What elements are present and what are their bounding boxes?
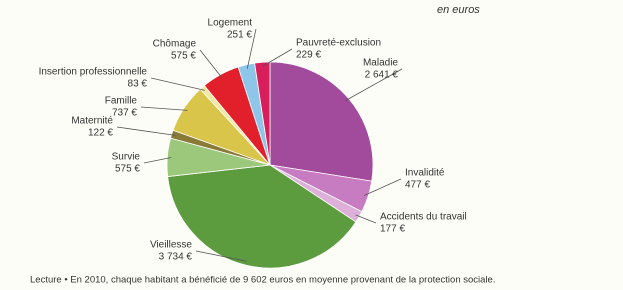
slice-value-label: 575 € — [115, 164, 140, 175]
slice-label: Survie — [112, 152, 141, 163]
slice-label: Vieillesse — [150, 240, 192, 251]
slice-value-label: 83 € — [128, 79, 148, 90]
pie-slice — [269, 61, 374, 182]
slice-label: Invalidité — [405, 168, 445, 179]
pie-slice — [167, 164, 357, 269]
slice-value-label: 229 € — [296, 50, 321, 61]
slice-label: Maternité — [71, 116, 113, 127]
leader-line — [195, 250, 247, 262]
slice-label: Insertion professionnelle — [39, 67, 148, 78]
chart-note: Lecture • En 2010, chaque habitant a bén… — [30, 275, 495, 286]
leader-line — [143, 157, 172, 164]
slice-value-label: 177 € — [380, 224, 405, 235]
leader-line — [199, 49, 223, 79]
slice-label: Logement — [208, 18, 253, 29]
slice-label: Pauvreté-exclusion — [296, 38, 381, 49]
slice-label: Chômage — [153, 39, 197, 50]
leader-line — [345, 68, 403, 102]
leader-line — [116, 126, 176, 136]
slice-value-label: 3 734 € — [159, 252, 193, 263]
leader-line — [140, 106, 188, 111]
slice-value-label: 737 € — [112, 108, 137, 119]
leader-line — [364, 178, 402, 196]
leader-line — [150, 77, 205, 91]
slice-value-label: 2 641 € — [365, 70, 399, 81]
slice-label: Famille — [105, 96, 138, 107]
slice-value-label: 122 € — [88, 128, 113, 139]
leader-line — [246, 28, 257, 69]
slice-label: Maladie — [363, 58, 398, 69]
leader-line — [355, 214, 377, 224]
slice-value-label: 477 € — [405, 180, 430, 191]
leader-line — [262, 48, 293, 67]
chart-subtitle: en euros — [437, 4, 480, 16]
slice-value-label: 575 € — [171, 51, 196, 62]
slice-label: Accidents du travail — [380, 212, 467, 223]
slice-value-label: 251 € — [227, 30, 252, 41]
